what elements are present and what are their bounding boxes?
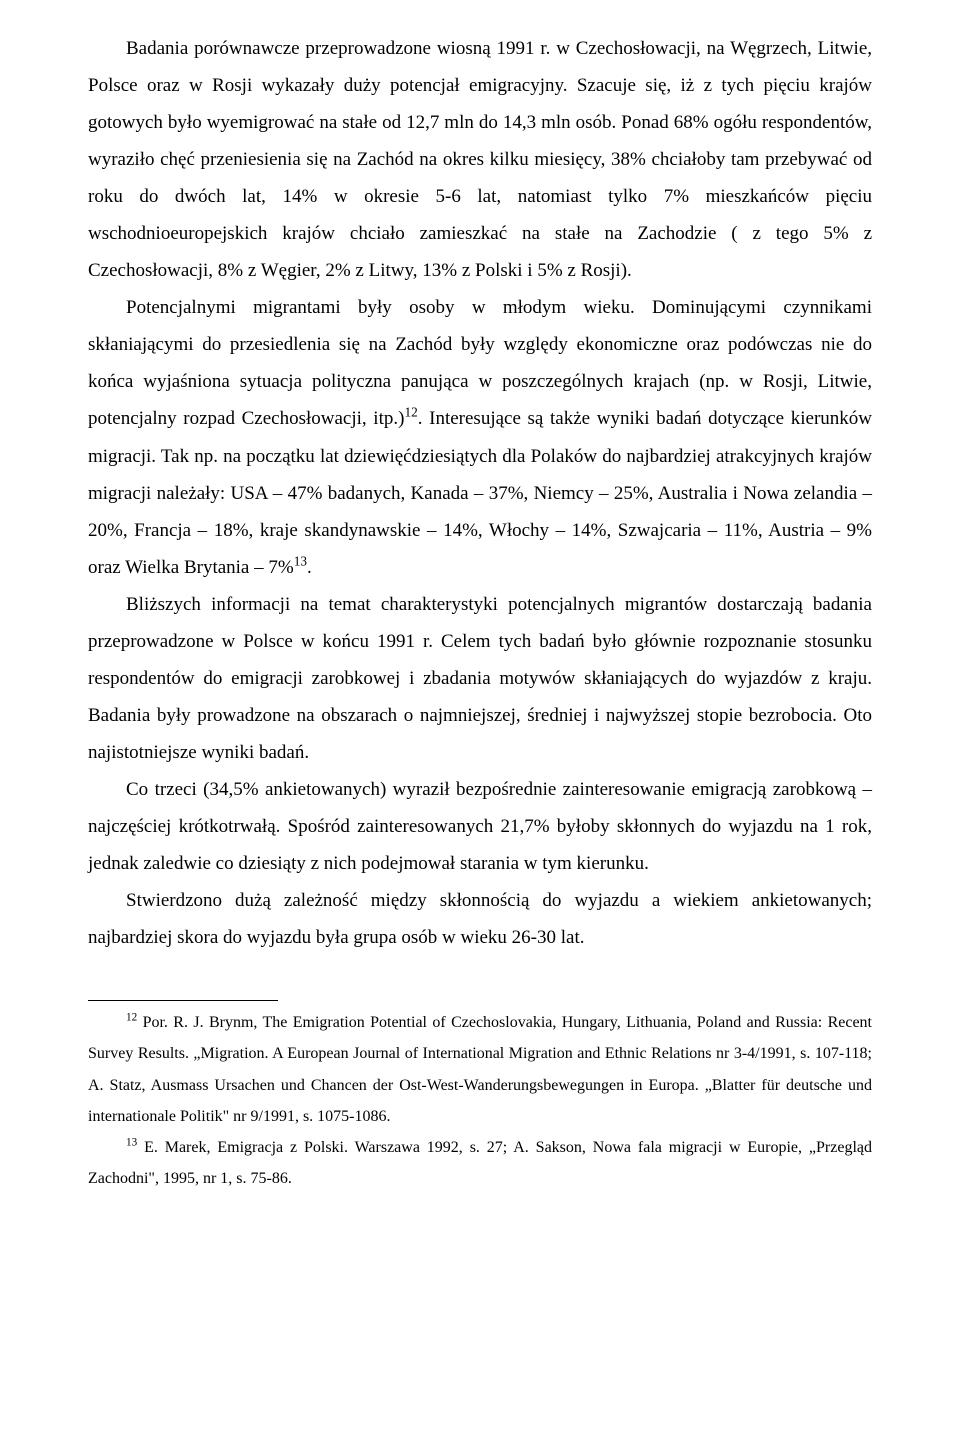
paragraph-5: Stwierdzono dużą zależność między skłonn… [88, 882, 872, 956]
footnote-12: 12 Por. R. J. Brynm, The Emigration Pote… [88, 1007, 872, 1132]
footnote-13-number: 13 [126, 1137, 137, 1149]
paragraph-4-text: Co trzeci (34,5% ankietowanych) wyraził … [88, 779, 872, 874]
footnotes-block: 12 Por. R. J. Brynm, The Emigration Pote… [88, 1000, 872, 1194]
paragraph-4: Co trzeci (34,5% ankietowanych) wyraził … [88, 771, 872, 882]
footnote-13-text: E. Marek, Emigracja z Polski. Warszawa 1… [88, 1139, 872, 1187]
footnote-separator [88, 1000, 278, 1001]
footnote-ref-13: 13 [294, 553, 307, 568]
paragraph-2-text-c: . [307, 557, 312, 578]
footnote-12-number: 12 [126, 1012, 137, 1024]
paragraph-3: Bliższych informacji na temat charaktery… [88, 586, 872, 771]
paragraph-1: Badania porównawcze przeprowadzone wiosn… [88, 30, 872, 289]
document-page: Badania porównawcze przeprowadzone wiosn… [0, 0, 960, 1456]
paragraph-2-text-b: . Interesujące są także wyniki badań dot… [88, 408, 872, 577]
paragraph-3-text: Bliższych informacji na temat charaktery… [88, 594, 872, 763]
footnote-12-text: Por. R. J. Brynm, The Emigration Potenti… [88, 1014, 872, 1125]
footnote-13: 13 E. Marek, Emigracja z Polski. Warszaw… [88, 1132, 872, 1194]
footnote-ref-12: 12 [404, 405, 417, 420]
paragraph-5-text: Stwierdzono dużą zależność między skłonn… [88, 890, 872, 948]
paragraph-2: Potencjalnymi migrantami były osoby w mł… [88, 289, 872, 585]
paragraph-1-text: Badania porównawcze przeprowadzone wiosn… [88, 38, 872, 281]
